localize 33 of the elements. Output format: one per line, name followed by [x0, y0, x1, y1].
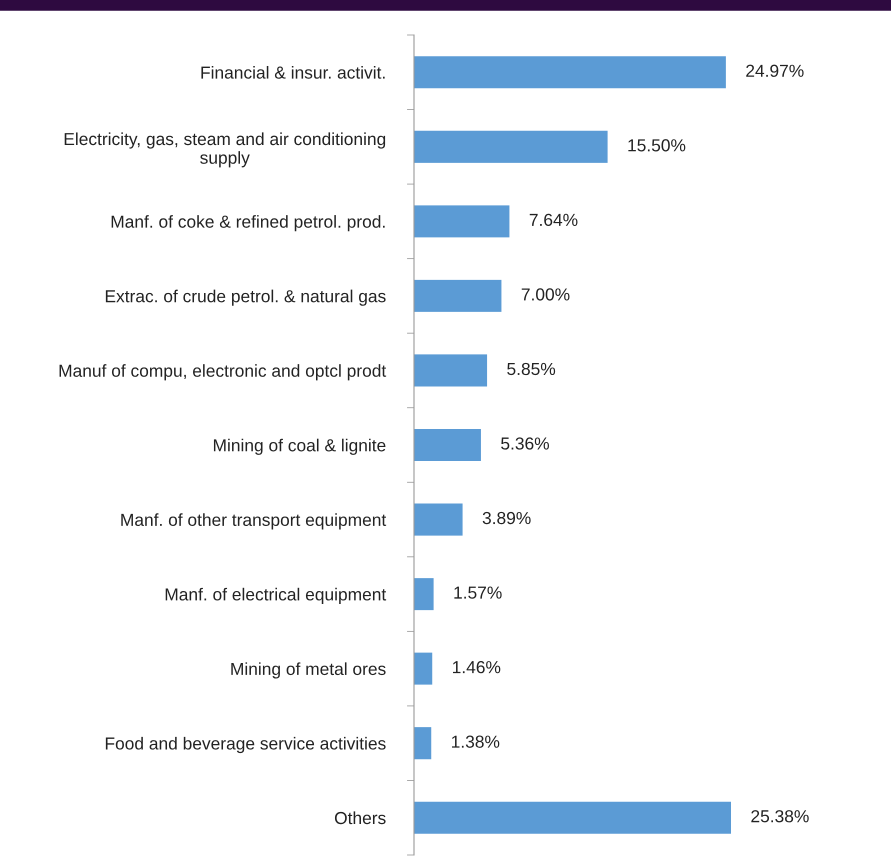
data-label: 5.36%: [501, 437, 549, 450]
data-label: 7.64%: [530, 214, 578, 226]
data-label: 5.85%: [507, 362, 556, 376]
bar: [414, 130, 608, 163]
bar: [414, 354, 488, 386]
bar: [414, 428, 481, 462]
data-label: 7.00%: [522, 288, 570, 301]
data-label: 1.38%: [452, 736, 500, 748]
bar: [414, 504, 463, 536]
bar: [414, 802, 732, 834]
data-label: 1.57%: [454, 586, 502, 599]
data-label: 3.89%: [482, 512, 531, 524]
data-label: 24.97%: [746, 64, 804, 77]
bar: [414, 652, 432, 685]
y-tick-label: Manf. of electrical equipment: [166, 588, 386, 604]
y-tick-label: Manuf of compu, electronic and optcl prodt: [60, 364, 386, 380]
data-label: 15.50%: [628, 139, 686, 152]
y-tick-label: Electricity, gas, steam and air conditioning supply: [64, 132, 386, 168]
y-tick-label: Manf. of other transport equipment: [121, 513, 386, 530]
y-tick-label: Food and beverage service activities: [106, 736, 386, 754]
bar: [414, 280, 502, 312]
y-tick-label: Extrac. of crude petrol. & natural gas: [106, 290, 386, 306]
bar: [414, 578, 434, 610]
data-label: 25.38%: [751, 810, 809, 822]
y-tick-label: Financial & insur. activit.: [201, 66, 385, 79]
bar: [414, 727, 432, 760]
y-tick-label: Mining of metal ores: [231, 662, 386, 679]
bar: [414, 205, 510, 238]
data-label: 1.46%: [453, 661, 500, 674]
y-tick-label: Manf. of coke & refined petrol. prod.: [112, 215, 385, 232]
y-tick-label: Others: [334, 811, 386, 824]
y-tick-label: Mining of coal & lignite: [214, 438, 386, 455]
bar: [414, 56, 726, 88]
